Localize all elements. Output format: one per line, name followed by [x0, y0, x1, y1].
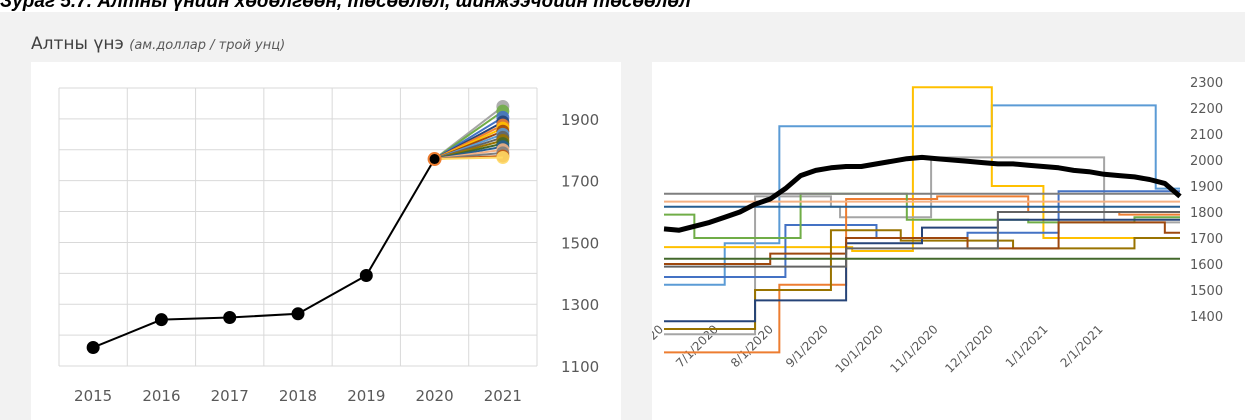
y-tick-label: 1900	[561, 111, 599, 129]
x-tick-label: 2015	[74, 387, 112, 405]
panel-title: Алтны үнэ (ам.доллар / трой унц)	[31, 34, 285, 54]
x-tick-label: 2018	[279, 387, 317, 405]
actual-price-marker	[223, 311, 237, 325]
y-tick-label: 1600	[1190, 258, 1223, 273]
gold-price-daily-chart: 1400 1500 1600 1700 1800 1900 2000 2100 2200 2300…	[652, 62, 1245, 420]
actual-price-marker	[291, 307, 305, 321]
y-tick-label: 2100	[1190, 128, 1223, 143]
actual-price-line	[92, 158, 436, 349]
y-tick-label: 1800	[1190, 206, 1223, 221]
actual-price-marker	[359, 268, 373, 282]
x-tick-label: 2021	[484, 387, 522, 405]
forecast-series-line	[664, 221, 1180, 265]
forecast-series-line	[664, 156, 1180, 336]
y-tick-label: 1500	[1190, 284, 1223, 299]
actual-price-marker	[427, 152, 442, 167]
x-tick-label: 2017	[211, 387, 249, 405]
panel-title-unit: (ам.доллар / трой унц)	[129, 38, 286, 53]
forecast-series-line	[664, 229, 1180, 330]
forecast-series-line	[664, 211, 1180, 268]
gold-price-annual-chart: 1100 1300 1500 1700 1900 2015 2016 2017 2018 2019…	[31, 62, 621, 420]
plot-area-background	[31, 62, 621, 420]
actual-price-marker	[86, 340, 100, 354]
y-tick-label: 1100	[561, 358, 599, 376]
actual-price-marker	[154, 313, 168, 327]
y-tick-label: 1700	[1190, 232, 1223, 247]
y-tick-label: 1300	[561, 296, 599, 314]
forecast-line	[434, 156, 503, 161]
panel-title-text: Алтны үнэ	[31, 34, 124, 54]
y-tick-label: 1400	[1190, 310, 1223, 325]
forecast-marker	[496, 151, 510, 164]
y-tick-label: 2000	[1190, 154, 1223, 169]
figure-caption: Зураг 5.7. Алтны үнийн хөдөлгөөн, төсөөл…	[0, 0, 691, 12]
x-tick-label: 2019	[347, 387, 385, 405]
spot-price-line	[663, 154, 1182, 233]
x-tick-label: 2016	[142, 387, 180, 405]
y-tick-label: 1500	[561, 234, 599, 252]
y-tick-label: 2200	[1190, 102, 1223, 117]
y-tick-label: 1900	[1190, 180, 1223, 195]
y-tick-label: 1700	[561, 173, 599, 191]
y-tick-label: 2300	[1190, 76, 1223, 91]
x-tick-label: 2020	[415, 387, 453, 405]
